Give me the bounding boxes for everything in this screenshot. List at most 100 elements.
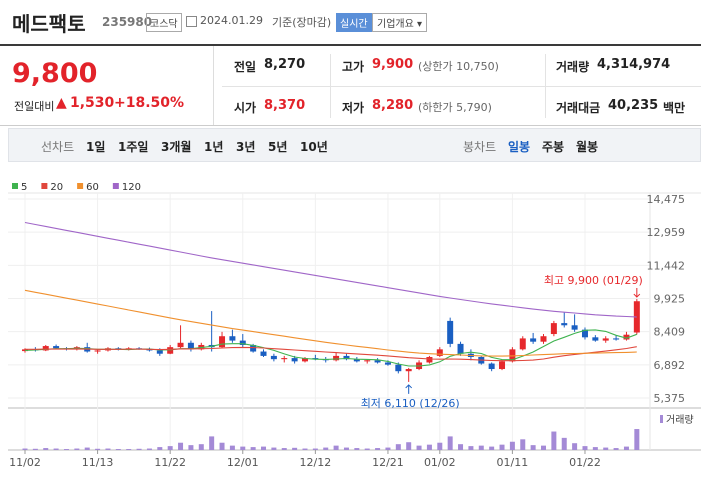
candle-body xyxy=(343,355,350,360)
tab[interactable]: 1년 xyxy=(204,140,224,154)
summary-value: 40,235 xyxy=(608,98,659,113)
volume-bar xyxy=(84,447,90,450)
candle-body xyxy=(395,364,402,372)
volume-bar xyxy=(136,448,142,450)
y-tick-label: 9,925 xyxy=(654,293,686,306)
tab[interactable]: 10년 xyxy=(300,140,328,154)
tab[interactable]: 1일 xyxy=(86,140,106,154)
candle-body xyxy=(592,337,599,341)
volume-bar xyxy=(22,448,28,450)
tab-bar: 선차트 1일 1주일 3개월 1년 3년 5년 10년 봉차트 일봉 주봉 월봉 xyxy=(8,128,701,162)
tab-group-label: 선차트 xyxy=(41,140,75,154)
y-tick-label: 5,375 xyxy=(654,392,686,405)
tab[interactable]: 일봉 xyxy=(508,140,531,154)
volume-bar xyxy=(354,448,360,450)
volume-bar xyxy=(63,449,69,450)
volume-bar xyxy=(312,448,318,450)
company-button[interactable]: 기업개요 ▾ xyxy=(372,13,428,32)
x-tick-label: 01/11 xyxy=(497,456,529,469)
volume-bar xyxy=(219,442,225,450)
legend-swatch xyxy=(41,183,48,189)
volume-bar xyxy=(623,446,629,450)
volume-bar xyxy=(178,442,184,450)
basis: 기준(장마감) xyxy=(272,16,332,29)
legend-label: 120 xyxy=(122,182,141,193)
tab[interactable]: 5년 xyxy=(268,140,288,154)
change-label: 전일대비 xyxy=(14,100,55,113)
candle-body xyxy=(447,320,454,344)
volume-bar xyxy=(426,444,432,450)
volume-bar xyxy=(323,447,329,450)
tab[interactable]: 월봉 xyxy=(576,140,599,154)
summary-value: 9,900 xyxy=(372,57,414,72)
ma-line xyxy=(24,289,637,357)
tab[interactable]: 1주일 xyxy=(118,140,149,154)
candle-body xyxy=(550,323,557,335)
stock-name: 메드팩토 xyxy=(12,12,86,36)
volume-bar xyxy=(582,446,588,450)
volume-bar xyxy=(437,442,443,450)
low-annotation: 최저 6,110 (12/26) xyxy=(361,397,460,410)
y-tick-label: 8,409 xyxy=(654,326,686,339)
candle-body xyxy=(488,363,495,370)
volume-bar xyxy=(375,448,381,450)
current-price: 9,800 xyxy=(12,58,98,89)
tab[interactable]: 3개월 xyxy=(161,140,192,154)
volume-bar xyxy=(43,448,49,450)
volume-bar xyxy=(343,447,349,450)
ma-line xyxy=(25,346,637,362)
volume-bar xyxy=(292,447,298,450)
change-rate: +18.50% xyxy=(114,95,185,111)
x-tick-label: 01/22 xyxy=(569,456,601,469)
legend-swatch xyxy=(112,183,119,189)
candle-body xyxy=(581,329,588,338)
candle-body xyxy=(229,336,236,341)
candle-body xyxy=(260,351,267,356)
summary-unit: 백만 xyxy=(663,101,686,115)
tab[interactable]: 주봉 xyxy=(542,140,565,154)
volume-bar xyxy=(530,445,536,450)
x-tick-label: 12/12 xyxy=(300,456,332,469)
candle-body xyxy=(405,369,412,372)
summary-label: 고가 xyxy=(342,60,365,74)
volume-bar xyxy=(250,447,256,450)
high-arrow xyxy=(633,288,641,298)
candle-body xyxy=(187,342,194,350)
candle-body xyxy=(167,347,174,354)
tab[interactable]: 3년 xyxy=(236,140,256,154)
legend-swatch xyxy=(12,183,18,189)
calendar-icon xyxy=(186,16,197,27)
volume-bar xyxy=(105,448,111,450)
summary-label: 저가 xyxy=(342,101,365,115)
x-tick-label: 01/02 xyxy=(424,456,456,469)
candle-body xyxy=(94,350,101,352)
legend-label: 20 xyxy=(50,182,63,193)
legend-swatch xyxy=(77,183,84,189)
y-tick-label: 11,442 xyxy=(647,259,686,272)
candle-body xyxy=(219,336,226,348)
candle-body xyxy=(457,343,464,354)
company-text: 기업개요 xyxy=(377,19,414,30)
volume-bar xyxy=(74,448,80,450)
summary-note: (상한가 10,750) xyxy=(418,60,499,73)
candle-body xyxy=(333,355,340,361)
summary-value: 4,314,974 xyxy=(597,57,671,72)
candle-body xyxy=(353,359,360,362)
candle-body xyxy=(374,360,381,363)
candle-body xyxy=(301,358,308,362)
volume-bar xyxy=(115,449,121,450)
candle-body xyxy=(602,338,609,341)
realtime-button[interactable]: 실시간 xyxy=(336,13,372,32)
candle-body xyxy=(364,360,371,362)
volume-bar xyxy=(261,446,267,450)
candle-body xyxy=(571,325,578,330)
change-arrow: ▲ xyxy=(56,95,67,111)
volume-bar xyxy=(198,444,204,450)
price-box: 9,800 전일대비 ▲ 1,530 +18.50% xyxy=(0,46,214,125)
volume-bar xyxy=(572,443,578,450)
volume-bar xyxy=(499,444,505,450)
candle-body xyxy=(384,362,391,365)
volume-bar xyxy=(95,448,101,450)
change: 1,530 xyxy=(70,95,115,111)
date: 2024.01.29 xyxy=(200,14,263,27)
